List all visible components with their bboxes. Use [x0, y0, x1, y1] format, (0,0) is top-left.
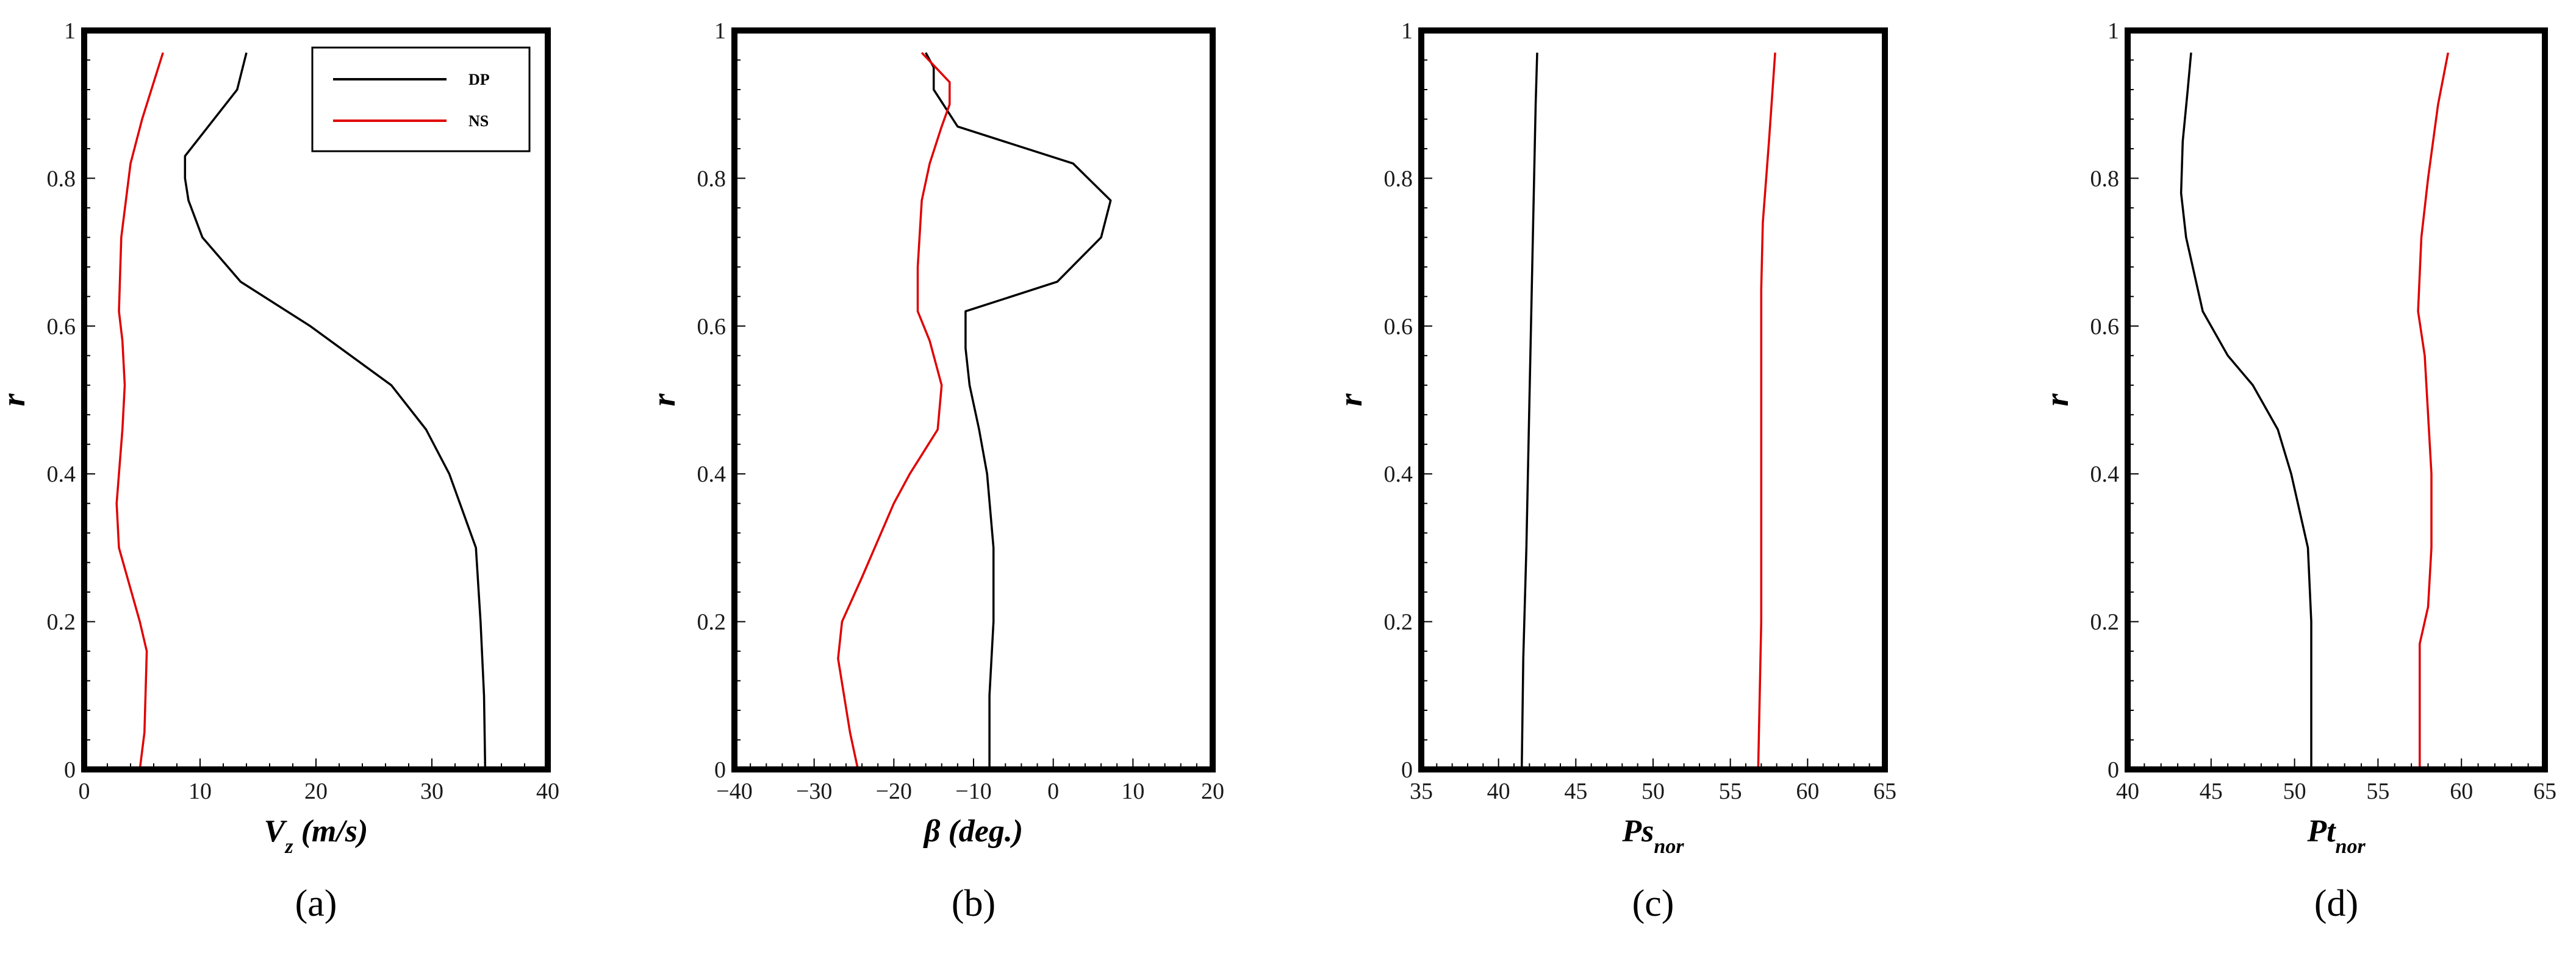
y-tick-label: 1 — [2108, 18, 2119, 44]
y-tick-label: 0.8 — [697, 166, 727, 191]
chart-panel-2: −40 −30 −20 −10 0 10 20 0 0.2 0.4 0.6 0.8 1 β (deg.) r… — [645, 18, 1224, 924]
y-tick-label: 0.6 — [697, 314, 727, 340]
plot-frame — [1418, 27, 1888, 772]
x-tick-label: 35 — [1410, 779, 1433, 804]
series-line-dp — [1520, 52, 1538, 770]
y-tick-label: 0.2 — [2090, 610, 2120, 635]
series-line-ns — [2417, 52, 2450, 769]
x-tick-label: 65 — [2533, 779, 2556, 804]
panel-label: (a) — [295, 883, 337, 924]
y-tick-label: 0.8 — [47, 166, 76, 191]
x-tick-label: −40 — [716, 779, 752, 804]
x-tick-label: 40 — [2116, 779, 2139, 804]
x-tick-label: 60 — [1796, 779, 1819, 804]
y-tick-label: 0 — [2108, 757, 2119, 783]
series-line-dp — [925, 52, 1112, 769]
x-tick-label: 45 — [1564, 779, 1587, 804]
x-tick-label: 10 — [188, 779, 212, 804]
x-tick-label: 20 — [304, 779, 328, 804]
y-tick-label: 1 — [1401, 18, 1413, 44]
y-tick-label: 0.8 — [1384, 166, 1413, 191]
plot-frame — [81, 27, 551, 772]
x-tick-label: 50 — [2283, 779, 2306, 804]
y-axis-label: r — [2039, 393, 2075, 407]
x-tick-label: 55 — [1719, 779, 1742, 804]
panel-label: (d) — [2314, 883, 2358, 924]
series-line-ns — [837, 52, 951, 770]
y-tick-label: 0.6 — [2090, 314, 2120, 340]
x-tick-label: −30 — [796, 779, 832, 804]
y-tick-label: 0 — [714, 757, 726, 783]
y-tick-label: 0.8 — [2090, 166, 2120, 191]
x-axis-label: Psnor — [1621, 814, 1684, 858]
series-line-ns — [1757, 52, 1776, 770]
x-tick-label: 50 — [1641, 779, 1665, 804]
y-axis-label: r — [0, 393, 32, 407]
x-tick-label: 0 — [1047, 779, 1059, 804]
chart-panel-4: 40 45 50 55 60 65 0 0.2 0.4 0.6 0.8 1 Ptnor r (d) — [2039, 18, 2556, 924]
series-line-ns — [115, 52, 164, 770]
x-tick-label: 30 — [420, 779, 443, 804]
x-tick-label: 10 — [1121, 779, 1144, 804]
chart-panel-1: 0 10 20 30 40 0 0.2 0.4 0.6 0.8 1 Vz (m/s) r (a) DP NS — [0, 18, 559, 924]
x-tick-label: 60 — [2450, 779, 2473, 804]
x-tick-label: −20 — [876, 779, 912, 804]
y-tick-label: 0.4 — [2090, 462, 2120, 487]
x-tick-label: 40 — [536, 779, 559, 804]
y-tick-label: 0.2 — [1384, 610, 1413, 635]
y-tick-label: 0.2 — [697, 610, 727, 635]
y-tick-label: 0.4 — [47, 462, 76, 487]
y-tick-label: 0.4 — [697, 462, 727, 487]
legend-label-dp: DP — [468, 71, 490, 88]
chart-panel-3: 35 40 45 50 55 60 65 0 0.2 0.4 0.6 0.8 1 Psnor r (c) — [1332, 18, 1896, 924]
x-axis-label: β (deg.) — [923, 814, 1023, 849]
y-tick-label: 0 — [64, 757, 76, 783]
x-tick-label: 55 — [2366, 779, 2389, 804]
panel-label: (b) — [952, 883, 996, 924]
legend-box — [311, 46, 531, 152]
x-axis-label: Ptnor — [2306, 814, 2366, 858]
y-tick-label: 1 — [714, 18, 726, 44]
series-line-dp — [184, 52, 487, 770]
x-tick-label: 45 — [2200, 779, 2223, 804]
series-line-dp — [2180, 52, 2312, 769]
y-axis-label: r — [1332, 393, 1369, 407]
y-axis-label: r — [645, 393, 682, 407]
x-tick-label: 0 — [79, 779, 90, 804]
y-tick-label: 0.6 — [47, 314, 76, 340]
y-tick-label: 0.4 — [1384, 462, 1413, 487]
x-tick-label: −10 — [955, 779, 991, 804]
x-tick-label: 40 — [1487, 779, 1510, 804]
panel-label: (c) — [1632, 883, 1674, 924]
x-tick-label: 65 — [1873, 779, 1896, 804]
y-tick-label: 0.2 — [47, 610, 76, 635]
x-axis-label: Vz (m/s) — [264, 814, 368, 858]
y-tick-label: 0.6 — [1384, 314, 1413, 340]
x-tick-label: 20 — [1201, 779, 1224, 804]
y-tick-label: 0 — [1401, 757, 1413, 783]
plot-frame — [731, 27, 1216, 772]
legend-label-ns: NS — [468, 112, 489, 130]
plot-frame — [2125, 27, 2548, 772]
legend: DP NS — [311, 46, 531, 152]
y-tick-label: 1 — [64, 18, 76, 44]
